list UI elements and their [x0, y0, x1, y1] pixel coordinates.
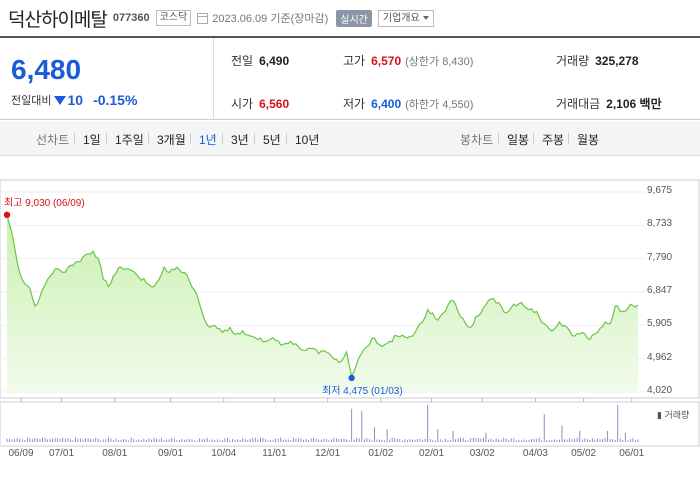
y-axis-tick-label: 8,733 — [647, 218, 673, 230]
period-1w[interactable]: 1주일 — [115, 133, 144, 147]
stock-code: 077360 — [112, 12, 150, 24]
candle-daily[interactable]: 일봉 — [507, 133, 530, 147]
reference-date: 2023.06.09 기준(장마감) — [212, 13, 329, 25]
y-axis-tick-label: 6,847 — [647, 285, 673, 297]
current-price: 6,480 — [11, 54, 82, 85]
high-label: 고가 — [343, 54, 366, 68]
x-axis-tick-label: 02/01 — [419, 448, 445, 459]
volume-frame — [0, 401, 700, 447]
high-value: 6,570 — [371, 54, 402, 68]
stat-prev-close: 전일 6,490 — [231, 52, 289, 69]
change-percent: -0.15% — [93, 92, 138, 108]
stat-high: 고가 6,570 (상한가 8,430) — [343, 52, 473, 69]
price-chart-svg — [0, 179, 700, 447]
period-10y[interactable]: 10년 — [295, 133, 320, 147]
change-row: 전일대비 10 -0.15% — [11, 92, 137, 108]
low-value: 6,400 — [371, 97, 402, 111]
stat-low: 저가 6,400 (하한가 4,550) — [343, 95, 473, 112]
high-annotation: 최고 9,030 (06/09) — [4, 198, 85, 209]
x-axis-tick-label: 10/04 — [211, 448, 237, 459]
realtime-button[interactable]: 실시간 — [336, 9, 372, 27]
company-name: 덕산하이메탈 — [8, 8, 108, 31]
low-annotation: 최저 4,475 (01/03) — [322, 386, 403, 397]
y-axis-tick-label: 9,675 — [647, 185, 673, 196]
y-axis-tick-label: 4,962 — [647, 351, 673, 363]
chevron-down-icon — [422, 16, 429, 20]
prev-close-value: 6,490 — [259, 54, 290, 68]
header-divider — [0, 36, 700, 38]
divider — [213, 38, 214, 120]
separator — [148, 133, 149, 144]
volume-legend: ▮ 거래량 — [657, 410, 690, 420]
change-label: 전일대비 — [11, 95, 52, 107]
stock-header: 덕산하이메탈 077360 코스닥 2023.06.09 기준(장마감) 실시간… — [8, 4, 434, 32]
separator — [568, 133, 569, 144]
company-info-label: 기업개요 — [382, 12, 420, 24]
separator — [533, 133, 534, 144]
market-badge: 코스닥 — [155, 10, 192, 26]
stat-amount: 거래대금 2,106 백만 — [556, 95, 662, 112]
x-axis-tick-label: 11/01 — [262, 448, 287, 459]
separator — [106, 133, 107, 144]
x-axis-tick-label: 12/01 — [315, 448, 341, 459]
chart-frame — [0, 179, 700, 399]
y-axis-tick-label: 7,790 — [647, 251, 673, 263]
stat-open: 시가 6,560 — [231, 95, 289, 112]
period-1y[interactable]: 1년 — [199, 133, 217, 147]
period-1d[interactable]: 1일 — [83, 133, 101, 147]
x-axis-tick-label: 09/01 — [157, 448, 184, 459]
lower-limit: (하한가 4,550) — [405, 99, 474, 111]
x-axis-tick-label: 06/09 — [8, 448, 34, 459]
prev-close-label: 전일 — [231, 54, 254, 68]
separator — [254, 133, 255, 144]
price-chart[interactable]: 9,675 8,733 7,790 6,847 5,905 4,962 4,020 06/0… — [0, 160, 700, 479]
stat-volume: 거래량 325,278 — [556, 52, 639, 69]
low-point-marker — [348, 374, 355, 382]
candle-monthly[interactable]: 월봉 — [577, 133, 600, 147]
amount-value: 2,106 백만 — [606, 97, 662, 111]
low-label: 저가 — [343, 97, 366, 111]
high-point-marker — [3, 211, 11, 219]
x-axis-tick-label: 01/02 — [368, 448, 394, 459]
upper-limit: (상한가 8,430) — [405, 56, 474, 68]
period-3m[interactable]: 3개월 — [157, 133, 186, 147]
price-panel: 6,480 전일대비 10 -0.15% 전일 6,490 고가 6,570 (상한가… — [0, 38, 700, 120]
candle-weekly[interactable]: 주봉 — [542, 133, 565, 147]
period-5y[interactable]: 5년 — [263, 133, 281, 147]
down-arrow-icon — [54, 95, 67, 105]
x-axis-tick-label: 07/01 — [49, 448, 75, 459]
volume-label: 거래량 — [556, 54, 590, 68]
y-axis-tick-label: 5,905 — [647, 318, 673, 330]
separator — [286, 133, 287, 144]
company-info-dropdown[interactable]: 기업개요 — [377, 9, 434, 27]
line-chart-label: 선차트 — [36, 133, 70, 147]
open-value: 6,560 — [259, 97, 290, 111]
period-selector: 선차트 1일 1주일 3개월 1년 3년 5년 10년 봉차트 일봉 주봉 월봉 — [0, 121, 700, 156]
volume-legend-label: 거래량 — [664, 410, 690, 420]
candle-chart-label: 봉차트 — [460, 133, 494, 147]
period-3y[interactable]: 3년 — [231, 133, 249, 147]
price-area — [7, 214, 638, 392]
x-axis-tick-label: 05/02 — [571, 448, 597, 459]
separator — [222, 133, 223, 144]
change-amount: 10 — [67, 92, 84, 108]
x-axis-tick-label: 06/01 — [619, 448, 645, 459]
x-axis-tick-label: 04/03 — [522, 448, 548, 459]
volume-value: 325,278 — [595, 54, 639, 68]
amount-label: 거래대금 — [556, 97, 601, 111]
separator — [190, 133, 191, 144]
x-axis-tick-label: 08/01 — [102, 448, 128, 459]
calendar-icon — [197, 12, 209, 24]
separator — [498, 133, 499, 144]
y-axis-tick-label: 4,020 — [647, 385, 673, 396]
x-axis-tick-label: 03/02 — [469, 448, 495, 459]
separator — [74, 133, 75, 144]
open-label: 시가 — [231, 97, 254, 111]
price-line — [6, 214, 639, 378]
